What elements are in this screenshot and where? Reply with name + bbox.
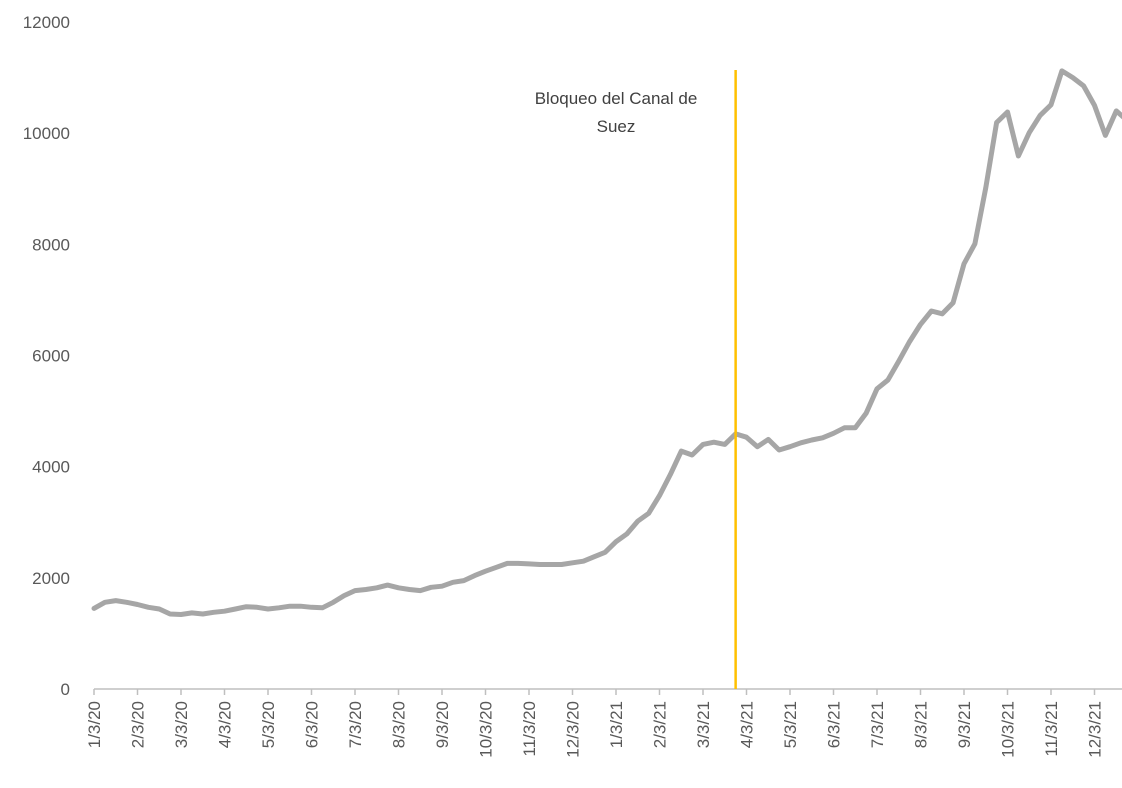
x-tick-label: 6/3/21 (825, 701, 844, 748)
x-tick-label: 5/3/20 (259, 701, 278, 748)
y-tick-label: 10000 (23, 124, 70, 143)
x-axis-labels: 1/3/20 2/3/20 3/3/20 4/3/20 5/3/20 6/3/20 7/3/… (85, 701, 1105, 758)
x-tick-label: 2/3/20 (129, 701, 148, 748)
series-layer (91, 68, 1122, 617)
x-tick-label: 8/3/21 (912, 701, 931, 748)
x-tick-label: 3/3/20 (172, 701, 191, 748)
series-line (91, 68, 1122, 617)
x-tick-label: 7/3/21 (868, 701, 887, 748)
annotation-label-line1: Bloqueo del Canal de (535, 89, 698, 108)
annotation: Bloqueo del Canal de Suez (535, 70, 737, 689)
x-tick-label: 5/3/21 (781, 701, 800, 748)
x-tick-label: 2/3/21 (651, 701, 670, 748)
annotation-label-line2: Suez (597, 117, 636, 136)
x-tick-label: 7/3/20 (346, 701, 365, 748)
x-tick-label: 12/3/21 (1086, 701, 1105, 758)
y-tick-label: 6000 (32, 347, 70, 366)
x-tick-label: 9/3/20 (433, 701, 452, 748)
y-tick-label: 2000 (32, 569, 70, 588)
y-tick-label: 0 (61, 680, 70, 699)
x-tick-label: 8/3/20 (390, 701, 409, 748)
y-tick-label: 12000 (23, 13, 70, 32)
x-tick-label: 1/3/21 (607, 701, 626, 748)
x-tick-label: 10/3/21 (999, 701, 1018, 758)
y-tick-label: 4000 (32, 458, 70, 477)
x-tick-label: 11/3/21 (1042, 701, 1061, 756)
x-tick-label: 9/3/21 (955, 701, 974, 748)
x-tick-label: 4/3/21 (738, 701, 757, 748)
x-tick-label: 3/3/21 (694, 701, 713, 748)
y-axis-labels: 0 2000 4000 6000 8000 10000 12000 (23, 13, 70, 699)
x-tick-label: 10/3/20 (477, 701, 496, 758)
x-tick-label: 6/3/20 (303, 701, 322, 748)
x-tick-label: 4/3/20 (216, 701, 235, 748)
y-tick-label: 8000 (32, 235, 70, 254)
x-tick-label: 12/3/20 (564, 701, 583, 758)
x-axis (93, 688, 1122, 695)
x-tick-label: 11/3/20 (520, 701, 539, 756)
x-tick-label: 1/3/20 (85, 701, 104, 748)
